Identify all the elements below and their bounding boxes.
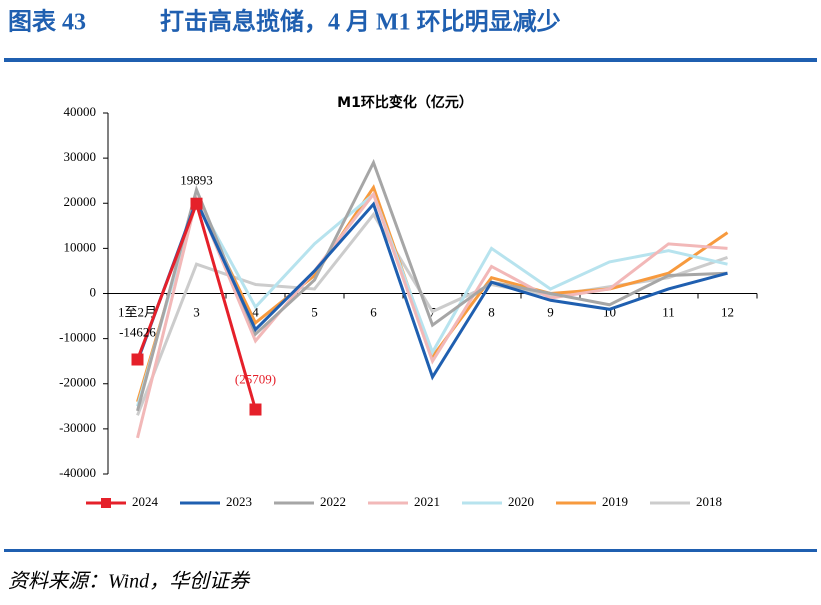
y-tick-label: 30000 [64, 149, 97, 164]
series-line [136, 197, 728, 381]
x-tick-label: 1至2月 [118, 304, 157, 319]
legend-label: 2018 [696, 494, 722, 509]
data-label: (25709) [235, 371, 276, 386]
footer-rule [4, 549, 817, 552]
source: 资料来源：Wind，华创证券 [8, 571, 251, 593]
x-tick-label: 6 [370, 304, 377, 319]
y-tick-label: 10000 [64, 239, 97, 254]
x-tick-label: 4 [252, 304, 259, 319]
y-tick-label: -10000 [59, 330, 96, 345]
x-tick-label: 8 [488, 304, 495, 319]
data-label: 19893 [180, 173, 213, 188]
legend-label: 2019 [602, 494, 628, 509]
legend-label: 2023 [226, 494, 252, 509]
x-tick-label: 9 [547, 304, 554, 319]
y-tick-label: 40000 [64, 104, 97, 119]
legend-marker [101, 498, 111, 508]
series-line [136, 191, 728, 439]
point-marker [249, 403, 262, 416]
legend-label: 2020 [508, 494, 534, 509]
legend-label: 2021 [414, 494, 440, 509]
x-tick-label: 5 [311, 304, 318, 319]
y-tick-label: 20000 [64, 194, 97, 209]
y-tick-label: 0 [90, 284, 97, 299]
series-line [136, 191, 728, 407]
y-tick-label: -30000 [59, 420, 96, 435]
data-label: -14626 [119, 324, 156, 339]
legend-label: 2022 [320, 494, 346, 509]
point-marker [131, 353, 144, 366]
y-tick-label: -40000 [59, 465, 96, 480]
y-tick-label: -20000 [59, 375, 96, 390]
point-marker [190, 197, 203, 210]
chart-title: M1环比变化（亿元） [337, 94, 473, 111]
header-rule [4, 58, 817, 62]
legend-label: 2024 [132, 494, 159, 509]
figure-label: 图表 43 [8, 9, 86, 36]
x-tick-label: 12 [721, 304, 734, 319]
x-tick-label: 3 [193, 304, 200, 319]
figure-title: 打击高息揽储，4 月 M1 环比明显减少 [160, 8, 561, 36]
x-tick-label: 11 [662, 304, 675, 319]
